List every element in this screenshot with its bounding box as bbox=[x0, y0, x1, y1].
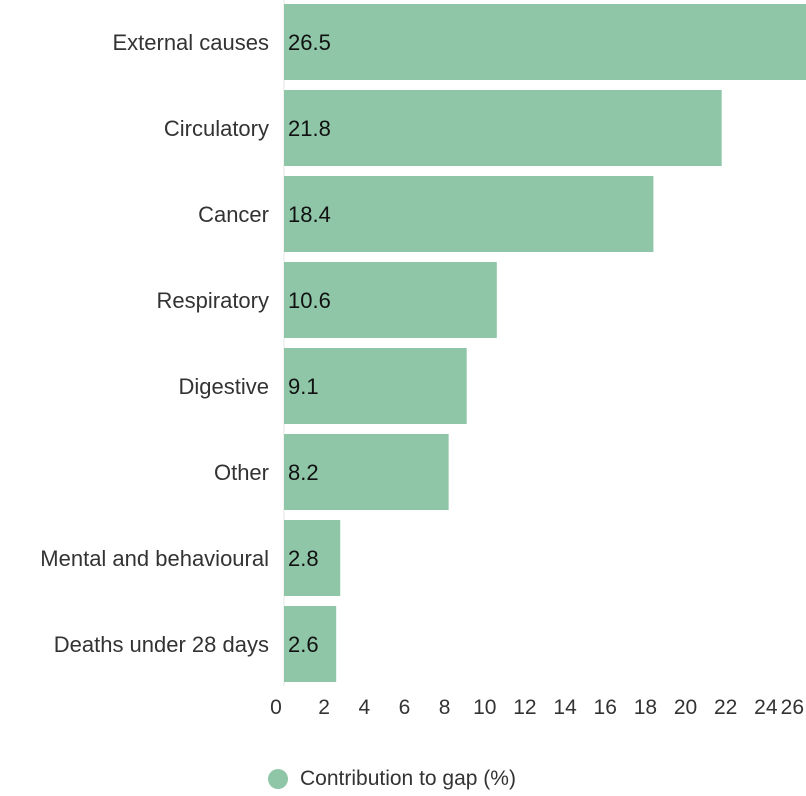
legend-swatch bbox=[268, 769, 288, 789]
x-tick-label: 8 bbox=[439, 696, 451, 719]
x-tick-label: 12 bbox=[513, 696, 536, 719]
legend-label: Contribution to gap (%) bbox=[300, 767, 516, 790]
category-label: Respiratory bbox=[157, 288, 269, 313]
bar bbox=[284, 520, 341, 596]
x-tick-label: 24 bbox=[754, 696, 778, 719]
bar bbox=[284, 4, 806, 80]
x-tick-label: 16 bbox=[594, 696, 617, 719]
x-tick-label: 4 bbox=[358, 696, 370, 719]
category-label: Mental and behavioural bbox=[40, 546, 269, 571]
category-label: Digestive bbox=[179, 374, 269, 399]
category-label: Cancer bbox=[198, 202, 269, 227]
category-label: Circulatory bbox=[164, 116, 269, 141]
data-label: 2.6 bbox=[288, 632, 319, 657]
legend: Contribution to gap (%) bbox=[268, 764, 516, 794]
category-label: Deaths under 28 days bbox=[54, 632, 269, 657]
bar bbox=[284, 90, 722, 166]
x-tick-label: 26 bbox=[781, 696, 804, 719]
data-label: 10.6 bbox=[288, 288, 331, 313]
data-label: 26.5 bbox=[288, 30, 331, 55]
x-tick-label: 18 bbox=[634, 696, 657, 719]
x-tick-label: 20 bbox=[674, 696, 697, 719]
x-tick-label: 0 bbox=[270, 696, 282, 719]
data-label: 8.2 bbox=[288, 460, 319, 485]
bar bbox=[284, 606, 337, 682]
bar bbox=[284, 262, 497, 338]
data-label: 2.8 bbox=[288, 546, 319, 571]
data-label: 18.4 bbox=[288, 202, 331, 227]
x-tick-label: 6 bbox=[399, 696, 411, 719]
category-label: External causes bbox=[112, 30, 269, 55]
x-tick-label: 10 bbox=[473, 696, 496, 719]
bar bbox=[284, 434, 449, 510]
x-tick-label: 22 bbox=[714, 696, 737, 719]
bar bbox=[284, 176, 654, 252]
category-label: Other bbox=[214, 460, 269, 485]
x-tick-label: 2 bbox=[318, 696, 330, 719]
data-label: 21.8 bbox=[288, 116, 331, 141]
x-tick-label: 14 bbox=[553, 696, 577, 719]
data-label: 9.1 bbox=[288, 374, 319, 399]
bar bbox=[284, 348, 467, 424]
